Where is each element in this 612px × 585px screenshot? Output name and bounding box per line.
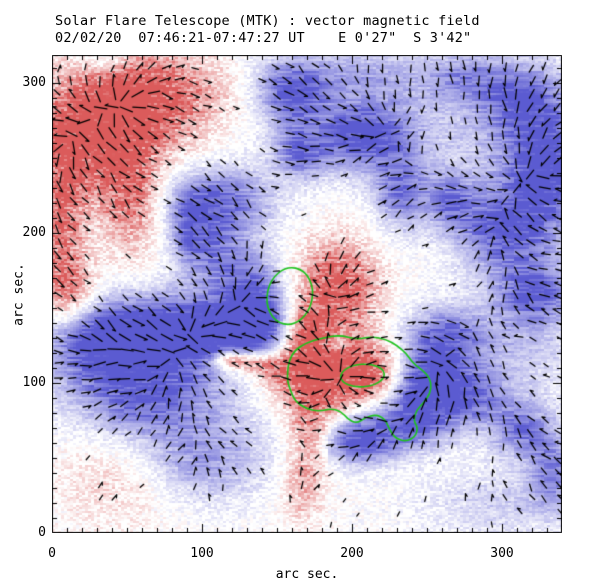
y-tick-label: 300 [22,75,46,91]
x-tick-label: 200 [340,546,364,561]
x-tick-label: 0 [48,546,56,561]
x-tick-label: 300 [490,546,514,561]
observation-subtitle: 02/02/20 07:46:21-07:47:27 UT E 0'27" S … [55,30,472,46]
y-axis-label: arc sec. [11,263,27,326]
magnetogram-plot-canvas [52,55,562,533]
x-axis-label: arc sec. [275,567,339,582]
y-tick-label: 100 [22,375,46,391]
y-tick-label: 200 [22,225,46,241]
y-tick-label: 0 [38,525,46,540]
page-title: Solar Flare Telescope (MTK) : vector mag… [55,13,480,29]
x-tick-label: 100 [190,546,214,561]
